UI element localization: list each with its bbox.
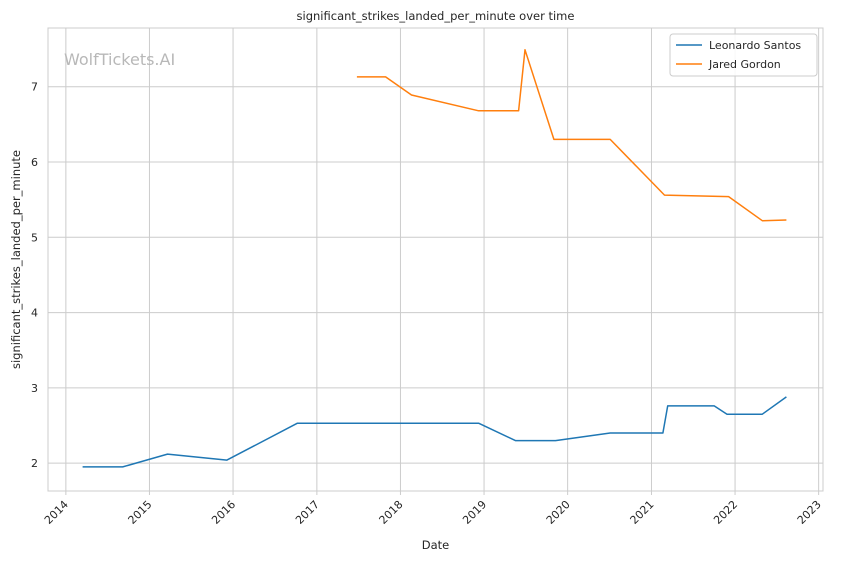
legend: Leonardo Santos Jared Gordon bbox=[669, 33, 818, 77]
plot-area bbox=[47, 27, 824, 492]
y-tick-label: 7 bbox=[31, 81, 38, 94]
series-lines bbox=[82, 49, 787, 468]
y-tick-label: 2 bbox=[31, 457, 38, 470]
chart-title: significant_strikes_landed_per_minute ov… bbox=[297, 9, 575, 23]
y-tick-label: 5 bbox=[31, 231, 38, 244]
legend-box bbox=[669, 33, 818, 77]
y-axis-ticks: 2 3 4 5 6 7 bbox=[31, 81, 38, 470]
legend-label-leonardo-santos: Leonardo Santos bbox=[709, 39, 801, 52]
grid bbox=[48, 28, 823, 491]
series-line-leonardo-santos bbox=[82, 396, 787, 468]
watermark: WolfTickets.AI bbox=[64, 50, 175, 69]
y-tick-label: 6 bbox=[31, 156, 38, 169]
series-line-jared-gordon bbox=[356, 49, 787, 222]
x-axis-label: Date bbox=[422, 538, 450, 552]
y-tick-label: 4 bbox=[31, 307, 38, 320]
legend-label-jared-gordon: Jared Gordon bbox=[708, 58, 781, 71]
y-axis-label: significant_strikes_landed_per_minute bbox=[9, 150, 23, 369]
y-tick-label: 3 bbox=[31, 382, 38, 395]
